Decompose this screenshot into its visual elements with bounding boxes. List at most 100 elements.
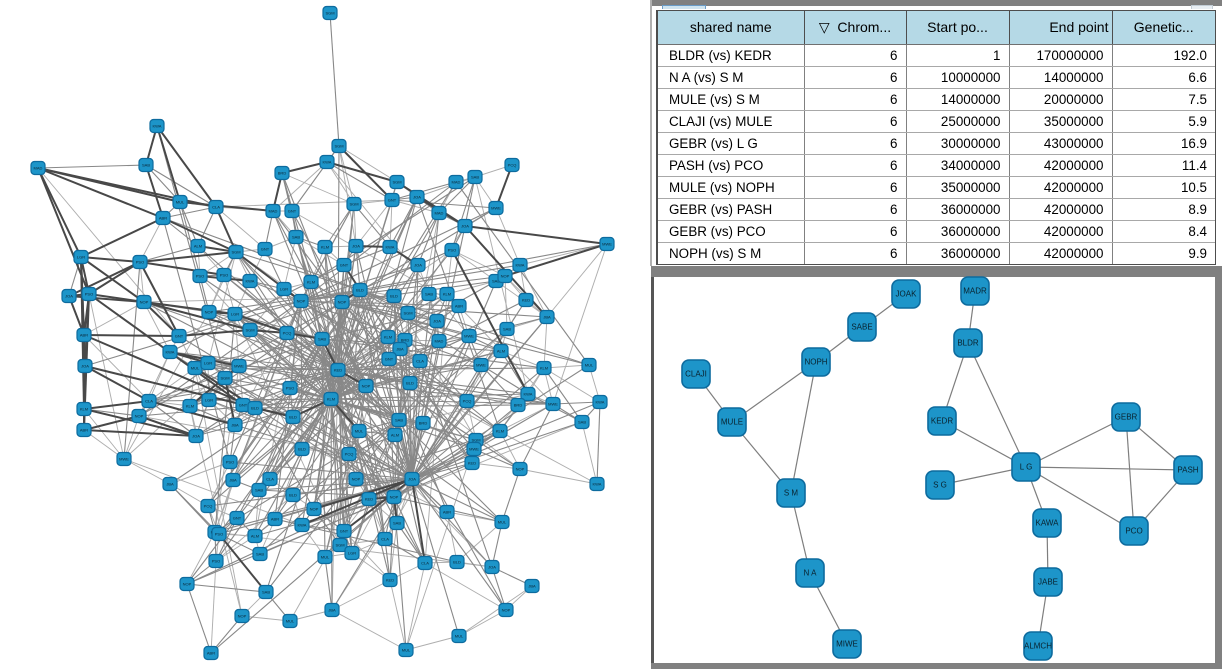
svg-text:KLM: KLM	[384, 335, 392, 340]
svg-text:BLD: BLD	[356, 288, 364, 293]
svg-text:MUL: MUL	[455, 634, 464, 639]
svg-text:SAB: SAB	[318, 337, 326, 342]
svg-text:MWE: MWE	[119, 457, 129, 462]
svg-text:BLD: BLD	[289, 415, 297, 420]
svg-text:MWE: MWE	[234, 364, 244, 369]
svg-text:SAB: SAB	[142, 163, 150, 168]
svg-text:KWA: KWA	[524, 392, 533, 397]
svg-text:JOA: JOA	[433, 319, 441, 324]
svg-text:MUL: MUL	[585, 363, 594, 368]
svg-text:KED: KED	[386, 578, 394, 583]
svg-text:S M: S M	[784, 489, 799, 498]
svg-text:MWE: MWE	[548, 402, 558, 407]
svg-text:BRD: BRD	[278, 171, 287, 176]
svg-text:NOP: NOP	[338, 300, 347, 305]
svg-text:PCO: PCO	[1125, 527, 1142, 536]
svg-text:SGM: SGM	[220, 376, 229, 381]
svg-text:MIWE: MIWE	[836, 640, 858, 649]
svg-text:GEBR: GEBR	[1115, 413, 1138, 422]
svg-text:NOPH: NOPH	[804, 358, 827, 367]
svg-text:LGR: LGR	[348, 551, 356, 556]
svg-text:SABE: SABE	[851, 323, 872, 332]
svg-text:JBA: JBA	[166, 482, 174, 487]
svg-text:N A: N A	[804, 569, 818, 578]
svg-text:SAB: SAB	[578, 420, 586, 425]
svg-text:ALM: ALM	[497, 349, 505, 354]
svg-text:BRD: BRD	[401, 338, 410, 343]
svg-text:SGM: SGM	[231, 250, 240, 255]
svg-text:CLA: CLA	[145, 399, 153, 404]
svg-text:JOA: JOA	[408, 477, 416, 482]
svg-text:SGM: SGM	[335, 543, 344, 548]
svg-text:SAB: SAB	[503, 327, 511, 332]
svg-text:KWA: KWA	[153, 124, 162, 129]
svg-text:JBA: JBA	[396, 347, 404, 352]
svg-text:MAD: MAD	[435, 339, 444, 344]
svg-text:SAB: SAB	[262, 590, 270, 595]
svg-text:MWE: MWE	[469, 447, 479, 452]
svg-text:ABR: ABR	[80, 333, 88, 338]
svg-text:ALM: ALM	[194, 244, 202, 249]
svg-text:BLD: BLD	[390, 294, 398, 299]
svg-text:PSO: PSO	[196, 274, 204, 279]
svg-text:GNT: GNT	[340, 529, 349, 534]
svg-text:ABR: ABR	[443, 510, 451, 515]
svg-text:KED: KED	[365, 497, 373, 502]
svg-text:NOP: NOP	[205, 310, 214, 315]
svg-text:JOA: JOA	[352, 244, 360, 249]
svg-text:KLM: KLM	[307, 280, 315, 285]
svg-text:JOA: JOA	[461, 224, 469, 229]
svg-text:NOP: NOP	[238, 614, 247, 619]
svg-text:KAWA: KAWA	[1036, 519, 1060, 528]
svg-text:LGR: LGR	[231, 312, 239, 317]
svg-text:ABR: ABR	[271, 517, 279, 522]
svg-text:KED: KED	[468, 461, 476, 466]
svg-text:MWE: MWE	[491, 206, 501, 211]
svg-text:CLAJI: CLAJI	[685, 370, 707, 379]
svg-text:SGM: SGM	[349, 202, 358, 207]
svg-text:KLM: KLM	[496, 429, 504, 434]
svg-text:JBA: JBA	[229, 478, 237, 483]
svg-text:PSO: PSO	[220, 273, 228, 278]
svg-text:KLM: KLM	[321, 245, 329, 250]
svg-text:SAB: SAB	[292, 235, 300, 240]
svg-text:JOA: JOA	[488, 565, 496, 570]
svg-text:ABR: ABR	[207, 651, 215, 656]
svg-text:MUL: MUL	[176, 200, 185, 205]
svg-text:BRD: BRD	[514, 403, 523, 408]
svg-text:SAB: SAB	[393, 521, 401, 526]
svg-text:JBA: JBA	[528, 584, 536, 589]
svg-text:LGR: LGR	[204, 361, 212, 366]
svg-text:KWA: KWA	[323, 160, 332, 165]
svg-text:JABE: JABE	[1038, 578, 1058, 587]
svg-text:NOP: NOP	[390, 495, 399, 500]
svg-text:SAB: SAB	[395, 418, 403, 423]
svg-text:GNT: GNT	[233, 516, 242, 521]
svg-text:KLM: KLM	[186, 404, 194, 409]
svg-text:PSO: PSO	[136, 260, 144, 265]
svg-text:JOA: JOA	[413, 195, 421, 200]
svg-text:BLD: BLD	[298, 447, 306, 452]
svg-text:LGR: LGR	[205, 398, 213, 403]
svg-text:MAD: MAD	[435, 211, 444, 216]
svg-text:JBA: JBA	[543, 315, 551, 320]
svg-text:KED: KED	[334, 368, 342, 373]
svg-text:L G: L G	[1020, 463, 1033, 472]
svg-text:SAB: SAB	[256, 552, 264, 557]
svg-text:CLA: CLA	[266, 477, 274, 482]
svg-text:NOP: NOP	[140, 300, 149, 305]
svg-text:BLD: BLD	[289, 493, 297, 498]
svg-text:PASH: PASH	[1177, 466, 1198, 475]
svg-text:GNT: GNT	[288, 209, 297, 214]
svg-text:BRD: BRD	[419, 421, 428, 426]
svg-text:NOP: NOP	[352, 477, 361, 482]
svg-text:PCQ: PCQ	[283, 331, 292, 336]
svg-text:MAD: MAD	[269, 209, 278, 214]
svg-text:BLD: BLD	[251, 406, 259, 411]
svg-text:NOP: NOP	[362, 384, 371, 389]
svg-text:SAB: SAB	[425, 292, 433, 297]
svg-text:JOA: JOA	[192, 434, 200, 439]
svg-text:SGM: SGM	[334, 144, 343, 149]
svg-text:PCQ: PCQ	[463, 399, 472, 404]
svg-text:PSO: PSO	[85, 292, 93, 297]
